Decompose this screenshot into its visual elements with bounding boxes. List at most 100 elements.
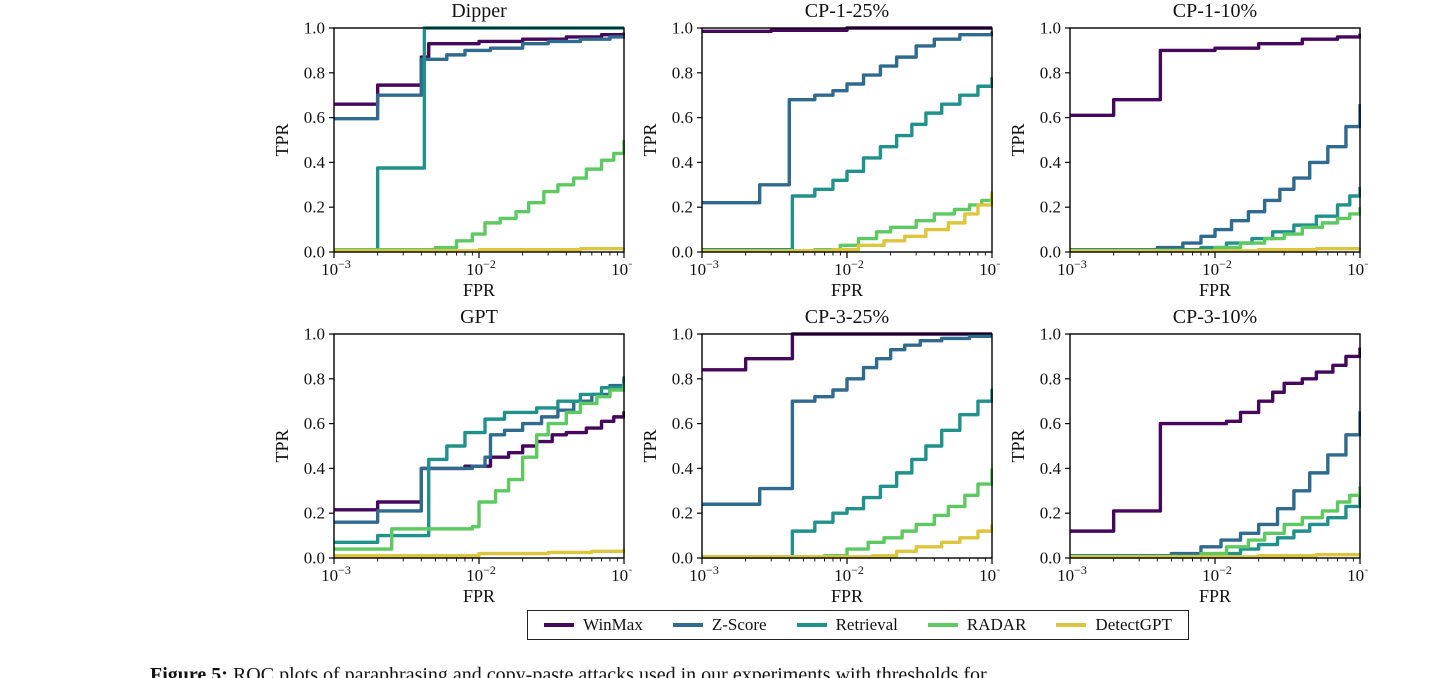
legend-item-radar: RADAR: [927, 615, 1027, 635]
svg-text:0.2: 0.2: [304, 198, 325, 217]
roc-plot-canvas: 0.0 0.2 0.4 0.6 0.8 1.0 10−3 10−2 10−1 TPR FPR: [272, 19, 641, 302]
svg-text:TPR: TPR: [640, 429, 660, 462]
svg-text:0.6: 0.6: [304, 414, 325, 433]
svg-text:0.8: 0.8: [672, 369, 693, 388]
svg-text:10−1: 10−1: [979, 257, 1000, 279]
roc-subplot-dipper: Dipper 0.0 0.2 0.4 0.6 0.8 1.0 10−3 10−2 10−1 TPR…: [272, 0, 641, 302]
svg-text:0.4: 0.4: [672, 459, 694, 478]
legend-item-zscore: Z-Score: [672, 615, 767, 635]
svg-text:0.8: 0.8: [1040, 63, 1061, 82]
roc-plot-canvas: 0.0 0.2 0.4 0.6 0.8 1.0 10−3 10−2 10−1 TPR FPR: [640, 325, 1009, 608]
svg-text:10−1: 10−1: [1347, 563, 1368, 585]
svg-text:10−1: 10−1: [979, 563, 1000, 585]
svg-text:0.4: 0.4: [1040, 459, 1062, 478]
plot-title: GPT: [460, 306, 498, 328]
roc-subplot-cp-3-25: CP-3-25% 0.0 0.2 0.4 0.6 0.8 1.0 10−3 10−2 10−1 T…: [640, 306, 1009, 608]
caption-text: ROC plots of paraphrasing and copy-paste…: [232, 664, 987, 678]
svg-text:0.6: 0.6: [672, 108, 693, 127]
svg-text:0.6: 0.6: [1040, 414, 1061, 433]
svg-text:TPR: TPR: [640, 123, 660, 156]
svg-text:FPR: FPR: [831, 280, 863, 300]
svg-text:TPR: TPR: [1008, 123, 1028, 156]
svg-text:0.6: 0.6: [672, 414, 693, 433]
svg-text:FPR: FPR: [463, 586, 495, 606]
svg-text:TPR: TPR: [272, 123, 292, 156]
svg-text:10−3: 10−3: [689, 563, 719, 585]
svg-text:0.2: 0.2: [304, 504, 325, 523]
roc-subplot-cp-3-10: CP-3-10% 0.0 0.2 0.4 0.6 0.8 1.0 10−3 10−2 10−1 T…: [1008, 306, 1377, 608]
winmax-line-swatch: [544, 623, 575, 627]
figure-caption: Figure 5: ROC plots of paraphrasing and …: [0, 664, 1445, 678]
svg-text:1.0: 1.0: [672, 22, 693, 38]
svg-text:0.4: 0.4: [304, 153, 326, 172]
svg-text:10−3: 10−3: [1057, 563, 1087, 585]
svg-text:0.8: 0.8: [304, 63, 325, 82]
svg-text:0.8: 0.8: [304, 369, 325, 388]
plot-title: CP-3-10%: [1172, 306, 1258, 328]
svg-text:10−1: 10−1: [611, 257, 632, 279]
svg-text:10−2: 10−2: [1202, 257, 1232, 279]
svg-text:FPR: FPR: [463, 280, 495, 300]
legend-label: Z-Score: [711, 615, 767, 634]
svg-text:10−1: 10−1: [1347, 257, 1368, 279]
legend-item-detectgpt: DetectGPT: [1056, 615, 1172, 635]
svg-text:FPR: FPR: [1199, 586, 1231, 606]
legend-item-retrieval: Retrieval: [796, 615, 898, 635]
roc-plots-grid: Dipper 0.0 0.2 0.4 0.6 0.8 1.0 10−3 10−2 10−1 TPR…: [272, 0, 1445, 608]
svg-text:10−2: 10−2: [466, 257, 496, 279]
svg-text:FPR: FPR: [1199, 280, 1231, 300]
roc-subplot-cp-1-10: CP-1-10% 0.0 0.2 0.4 0.6 0.8 1.0 10−3 10−2 10−1 T…: [1008, 0, 1377, 302]
caption-label: Figure 5:: [150, 664, 228, 678]
svg-text:10−3: 10−3: [321, 257, 351, 279]
legend-label: RADAR: [966, 615, 1027, 634]
svg-text:1.0: 1.0: [1040, 328, 1061, 344]
svg-text:0.2: 0.2: [672, 198, 693, 217]
svg-text:0.8: 0.8: [1040, 369, 1061, 388]
svg-text:0.2: 0.2: [1040, 198, 1061, 217]
svg-text:FPR: FPR: [831, 586, 863, 606]
svg-text:0.0: 0.0: [1040, 243, 1061, 262]
plot-title: CP-1-25%: [804, 0, 890, 22]
svg-text:0.2: 0.2: [672, 504, 693, 523]
roc-plot-canvas: 0.0 0.2 0.4 0.6 0.8 1.0 10−3 10−2 10−1 TPR FPR: [1008, 19, 1377, 302]
retrieval-line-swatch: [796, 623, 827, 627]
svg-text:0.4: 0.4: [672, 153, 694, 172]
legend-label: DetectGPT: [1095, 615, 1172, 634]
svg-text:10−2: 10−2: [834, 257, 864, 279]
svg-text:TPR: TPR: [272, 429, 292, 462]
svg-text:0.6: 0.6: [1040, 108, 1061, 127]
roc-plot-canvas: 0.0 0.2 0.4 0.6 0.8 1.0 10−3 10−2 10−1 TPR FPR: [272, 325, 641, 608]
legend: WinMax Z-Score Retrieval RADAR DetectGPT: [306, 610, 1410, 640]
legend-label: Retrieval: [835, 615, 898, 634]
plot-title: Dipper: [451, 0, 507, 22]
zscore-line-swatch: [672, 623, 703, 627]
svg-text:10−3: 10−3: [321, 563, 351, 585]
svg-text:10−2: 10−2: [466, 563, 496, 585]
svg-text:10−2: 10−2: [834, 563, 864, 585]
roc-subplot-cp-1-25: CP-1-25% 0.0 0.2 0.4 0.6 0.8 1.0 10−3 10−2 10−1 T…: [640, 0, 1009, 302]
roc-plot-canvas: 0.0 0.2 0.4 0.6 0.8 1.0 10−3 10−2 10−1 TPR FPR: [1008, 325, 1377, 608]
plot-title: CP-3-25%: [804, 306, 890, 328]
svg-text:0.0: 0.0: [1040, 549, 1061, 568]
svg-text:10−1: 10−1: [611, 563, 632, 585]
svg-text:1.0: 1.0: [672, 328, 693, 344]
svg-text:0.0: 0.0: [304, 549, 325, 568]
roc-subplot-gpt: GPT 0.0 0.2 0.4 0.6 0.8 1.0 10−3 10−2 10−1 TPR FPR: [272, 306, 641, 608]
svg-text:TPR: TPR: [1008, 429, 1028, 462]
svg-text:0.6: 0.6: [304, 108, 325, 127]
svg-text:1.0: 1.0: [304, 328, 325, 344]
svg-text:0.0: 0.0: [672, 549, 693, 568]
plot-title: CP-1-10%: [1172, 0, 1258, 22]
legend-box: WinMax Z-Score Retrieval RADAR DetectGPT: [527, 610, 1189, 640]
svg-text:0.0: 0.0: [304, 243, 325, 262]
svg-text:0.2: 0.2: [1040, 504, 1061, 523]
svg-text:10−3: 10−3: [1057, 257, 1087, 279]
svg-text:10−3: 10−3: [689, 257, 719, 279]
radar-line-swatch: [927, 623, 958, 627]
svg-text:0.0: 0.0: [672, 243, 693, 262]
svg-text:1.0: 1.0: [304, 22, 325, 38]
legend-item-winmax: WinMax: [544, 615, 643, 635]
svg-text:0.4: 0.4: [1040, 153, 1062, 172]
svg-text:1.0: 1.0: [1040, 22, 1061, 38]
